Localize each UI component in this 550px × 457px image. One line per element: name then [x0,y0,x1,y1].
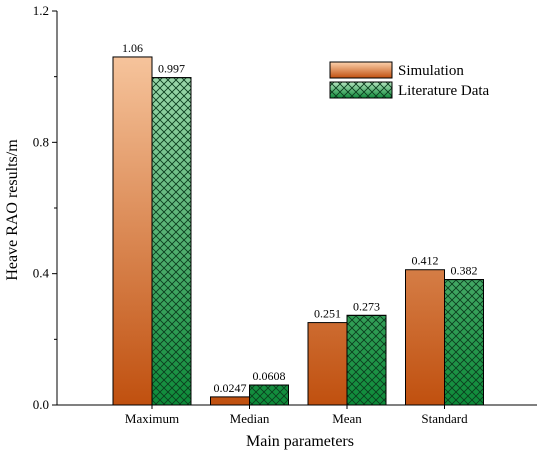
legend-label-simulation: Simulation [398,63,464,79]
legend-swatch-hatch [329,81,393,99]
bar-simulation-median [210,396,250,406]
x-axis-title: Main parameters [246,433,354,450]
bar-hatch-mean [346,314,387,406]
data-label-literature-data-mean: 0.273 [353,299,380,313]
y-tick-label: 0.0 [33,397,49,412]
x-tick-label: Mean [332,411,362,426]
y-tick-label: 0.8 [33,134,49,149]
data-label-simulation-standard: 0.412 [412,254,439,268]
x-tick-label: Maximum [125,411,179,426]
data-label-literature-data-median: 0.0608 [253,369,286,383]
plot-area: 1.06 0.997 0.0247 0.0608 0.251 0.273 0.412 0.38… [112,41,484,406]
data-label-simulation-median: 0.0247 [214,381,247,395]
bar-hatch-median [249,384,289,406]
x-tick-label: Standard [421,411,468,426]
legend-label-literature-data: Literature Data [398,83,490,99]
bar-simulation-standard [405,269,445,406]
bar-simulation-maximum [112,56,153,406]
y-tick-label: 1.2 [33,3,49,18]
y-axis-title: Heave RAO results/m [4,139,21,281]
x-tick-label: Median [230,411,270,426]
data-label-literature-data-standard: 0.382 [451,264,478,278]
legend: Simulation Literature Data [329,61,490,99]
data-label-simulation-maximum: 1.06 [122,41,143,55]
bar-hatch-standard [444,279,484,406]
data-label-simulation-mean: 0.251 [314,307,341,321]
axes: Heave RAO results/m Main parameters Maxi… [4,3,537,450]
data-label-literature-data-maximum: 0.997 [158,62,185,76]
y-tick-label: 0.4 [33,266,50,281]
bar-simulation-mean [307,322,348,406]
bar-hatch-maximum [151,77,192,406]
legend-swatch-simulation [329,61,393,79]
